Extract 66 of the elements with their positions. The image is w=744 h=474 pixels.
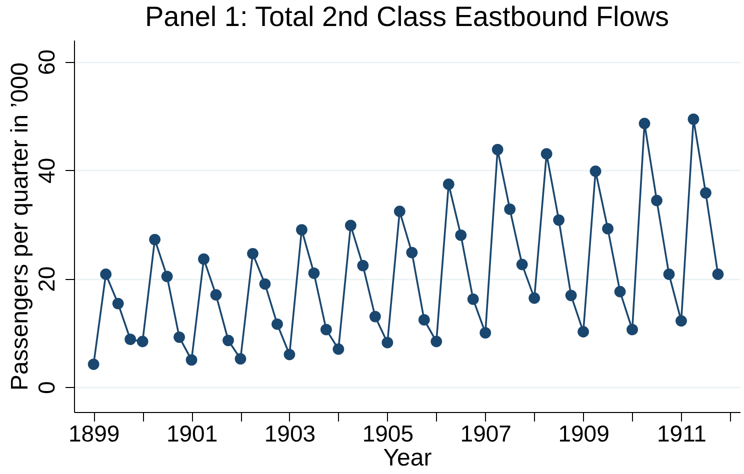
x-tick-label: 1903 bbox=[264, 420, 316, 446]
point bbox=[590, 166, 602, 177]
point bbox=[651, 194, 662, 206]
x-tick-label: 1909 bbox=[558, 420, 610, 446]
y-tick-label: 20 bbox=[34, 266, 60, 292]
x-tick-label: 1907 bbox=[460, 420, 512, 446]
point bbox=[430, 336, 442, 348]
point bbox=[247, 248, 258, 260]
point bbox=[234, 353, 246, 365]
x-axis-title: Year bbox=[383, 444, 432, 472]
point bbox=[516, 258, 528, 270]
point bbox=[578, 326, 589, 338]
point bbox=[504, 204, 516, 215]
y-axis-title: Passengers per quarter in ’000 bbox=[6, 62, 34, 391]
point bbox=[124, 334, 136, 346]
x-tick-label: 1901 bbox=[166, 420, 218, 446]
point bbox=[259, 278, 271, 290]
point bbox=[88, 358, 100, 370]
y-tick-label: 60 bbox=[34, 49, 60, 75]
point bbox=[638, 118, 650, 130]
point bbox=[455, 230, 467, 241]
point bbox=[174, 331, 185, 343]
point bbox=[332, 343, 344, 355]
point bbox=[492, 144, 504, 156]
point bbox=[565, 290, 577, 302]
chart-title: Panel 1: Total 2nd Class Eastbound Flows bbox=[144, 1, 670, 32]
point bbox=[676, 315, 687, 327]
point bbox=[198, 253, 210, 265]
point bbox=[700, 187, 712, 199]
point bbox=[357, 260, 369, 272]
point bbox=[688, 113, 700, 125]
x-tick-label: 1899 bbox=[68, 420, 120, 446]
point bbox=[344, 220, 356, 232]
point bbox=[442, 178, 454, 190]
point bbox=[467, 294, 479, 305]
point bbox=[540, 148, 552, 160]
point bbox=[528, 292, 540, 304]
point bbox=[272, 318, 283, 330]
point bbox=[382, 336, 394, 348]
point bbox=[712, 268, 724, 280]
point bbox=[626, 324, 638, 336]
point bbox=[161, 270, 173, 282]
point bbox=[369, 310, 381, 322]
point bbox=[186, 354, 198, 366]
x-tick-label: 1911 bbox=[657, 420, 706, 446]
point bbox=[308, 267, 320, 279]
point bbox=[210, 289, 222, 301]
point bbox=[222, 334, 234, 346]
point bbox=[418, 314, 430, 326]
point bbox=[320, 324, 332, 336]
point bbox=[112, 298, 124, 310]
point bbox=[553, 214, 565, 226]
point bbox=[394, 206, 406, 218]
y-tick-label: 40 bbox=[34, 158, 60, 184]
point bbox=[614, 286, 626, 298]
y-tick-label: 0 bbox=[34, 381, 60, 394]
x-tick-label: 1905 bbox=[362, 420, 414, 446]
point bbox=[136, 336, 148, 348]
point bbox=[602, 223, 614, 234]
point bbox=[100, 268, 112, 280]
point bbox=[284, 348, 296, 360]
point bbox=[149, 234, 160, 246]
point bbox=[663, 268, 675, 280]
point bbox=[480, 327, 492, 339]
point bbox=[406, 246, 418, 258]
point bbox=[296, 224, 308, 236]
